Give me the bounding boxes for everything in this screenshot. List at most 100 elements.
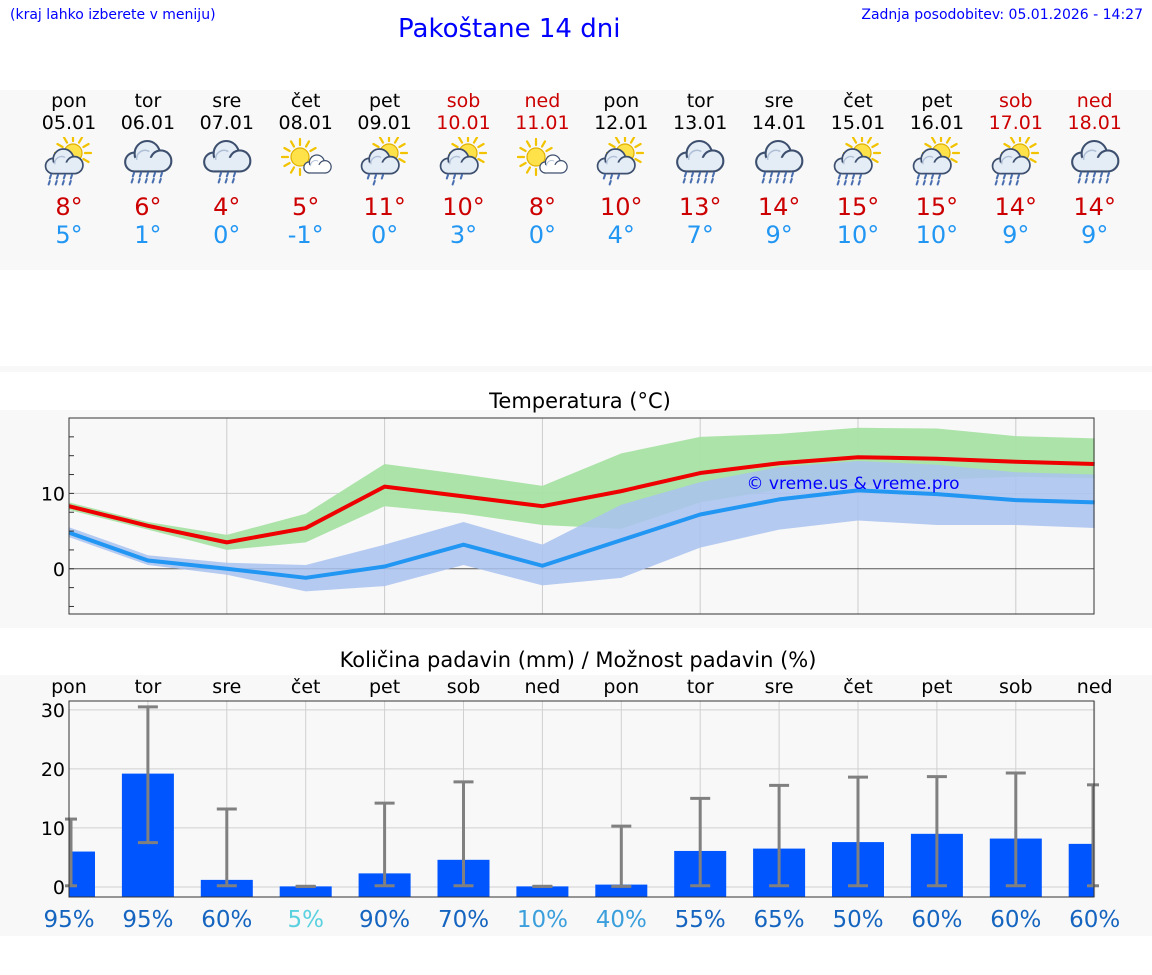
precipitation-bar: [516, 886, 569, 897]
precipitation-range-whisker: [690, 796, 711, 888]
day-date: 08.01: [278, 112, 333, 134]
rain-drops: [130, 172, 163, 184]
max-temperature: 11°: [363, 193, 406, 221]
precipitation-day-label: sre: [765, 676, 794, 698]
min-temperature: 0°: [213, 221, 241, 249]
min-temperature: 4°: [607, 221, 635, 249]
day-date: 07.01: [199, 112, 254, 134]
precipitation-chance-label: 10%: [517, 907, 568, 933]
precipitation-day-label: tor: [134, 676, 161, 698]
day-column: sre 14.01 14° 9°: [739, 90, 819, 249]
day-date: 06.01: [120, 112, 176, 134]
rain-drops: [836, 174, 862, 186]
day-name: čet: [290, 90, 321, 112]
precipitation-range-whisker: [769, 783, 790, 888]
day-name: pon: [603, 90, 640, 112]
precipitation-range-whisker: [374, 801, 395, 888]
day-name: pet: [921, 90, 953, 112]
day-name: ned: [524, 90, 561, 112]
precipitation-day-label: pet: [369, 676, 400, 698]
rain-drops: [603, 174, 621, 186]
rain-drops: [366, 174, 384, 186]
precipitation-chance-label: 60%: [990, 907, 1041, 933]
min-temperature: 1°: [134, 221, 162, 249]
precipitation-day-label: pet: [921, 676, 952, 698]
max-temperature: 14°: [757, 193, 801, 221]
day-date: 16.01: [909, 112, 965, 134]
precipitation-bar: [279, 886, 332, 897]
precipitation-range-whisker: [611, 824, 632, 888]
min-temperature: 9°: [765, 221, 793, 249]
temperature-y-tick-label: 10: [41, 483, 65, 505]
day-column: tor 13.01 13° 7°: [660, 90, 740, 249]
precipitation-chance-label: 50%: [832, 907, 883, 933]
day-name: sre: [212, 90, 242, 112]
rain-drops: [682, 172, 716, 184]
cloud-shape: [755, 139, 804, 173]
day-date: 13.01: [672, 112, 728, 134]
temperature-chart: Temperatura (°C) 0 10 © vreme.us & vreme.p…: [0, 389, 1152, 628]
city-menu-hint[interactable]: (kraj lahko izberete v meniju): [10, 7, 216, 23]
temperature-plot-frame: [68, 417, 1095, 615]
page-title: Pakoštane 14 dni: [398, 14, 621, 44]
max-temperature: 15°: [915, 193, 959, 221]
day-column: pet 16.01 15° 10°: [897, 90, 977, 249]
day-name: ned: [1076, 90, 1113, 112]
precipitation-bar: [1068, 843, 1094, 897]
precipitation-y-tick-label: 20: [41, 759, 65, 781]
temperature-title: Temperatura (°C): [488, 389, 671, 413]
day-column: tor 06.01 6° 1°: [108, 90, 188, 249]
precipitation-y-tick-label: 30: [41, 700, 65, 722]
precipitation-day-label: sre: [212, 676, 241, 698]
max-temperature: 13°: [678, 193, 722, 221]
precipitation-y-tick-label: 0: [53, 877, 65, 899]
min-temperature: 10°: [836, 221, 880, 249]
cloud-drizzle-icon: [202, 139, 252, 184]
precipitation-range-whisker: [1087, 783, 1099, 888]
precipitation-range-whisker: [65, 817, 77, 888]
precipitation-bar: [69, 851, 95, 897]
max-temperature: 6°: [134, 193, 162, 221]
day-column: čet 08.01 5° -1°: [266, 90, 346, 249]
watermark: © vreme.us & vreme.pro: [746, 474, 959, 494]
cloud-shape: [123, 139, 173, 173]
day-name: tor: [134, 90, 162, 112]
precipitation-bar: [200, 879, 253, 897]
precipitation-chance-label: 95%: [43, 907, 94, 933]
max-temperature: 8°: [528, 193, 557, 221]
cloud-shape: [833, 148, 873, 175]
precipitation-chance-label: 95%: [122, 907, 173, 933]
forecast-panel: [0, 90, 1152, 270]
day-name: sob: [999, 90, 1033, 112]
rain-drops: [915, 174, 941, 186]
cloud-shape: [302, 154, 332, 174]
cloud-rain-icon: [755, 139, 804, 184]
cloud-shape: [44, 148, 84, 175]
precipitation-chance-label: 60%: [911, 907, 962, 933]
sun-cloud-drizzle-icon: [596, 137, 645, 186]
sun-cloud-rain-icon: [44, 137, 93, 186]
day-date: 14.01: [751, 112, 807, 134]
day-column: ned 11.01 8° 0°: [502, 90, 582, 249]
precipitation-chance-label: 90%: [359, 907, 410, 933]
min-temperature: 9°: [1081, 221, 1109, 249]
precipitation-day-label: ned: [1077, 676, 1113, 698]
max-temperature: 10°: [600, 193, 643, 221]
cloud-shape: [676, 139, 725, 173]
rain-drops: [994, 174, 1020, 186]
rain-drops: [47, 174, 73, 186]
precipitation-title: Količina padavin (mm) / Možnost padavin …: [340, 648, 817, 672]
max-temperature: 14°: [1073, 193, 1116, 221]
day-column: ned 18.01 14° 9°: [1055, 90, 1135, 249]
precipitation-chance-label: 5%: [287, 907, 324, 933]
precipitation-day-label: tor: [687, 676, 714, 698]
max-temperature: 8°: [55, 193, 83, 221]
temperature-y-tick-label: 0: [53, 559, 65, 581]
sun-cloud-rain-icon: [912, 137, 960, 186]
precipitation-day-label: ned: [525, 676, 561, 698]
sun-cloud-rain-icon: [991, 137, 1039, 186]
precipitation-y-tick-label: 10: [41, 818, 65, 840]
sun-cloud-drizzle-icon: [360, 137, 408, 186]
rain-drops: [445, 174, 463, 186]
day-column: sre 07.01 4° 0°: [187, 90, 267, 249]
